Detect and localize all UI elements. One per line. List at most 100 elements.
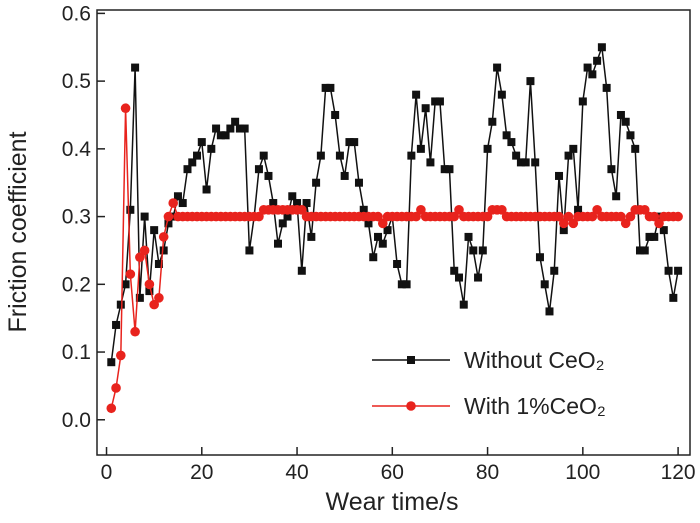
- data-point: [178, 199, 187, 208]
- x-tick-label: 80: [476, 461, 499, 484]
- data-point: [373, 211, 383, 222]
- data-point: [316, 151, 325, 160]
- data-point: [359, 205, 368, 214]
- data-point: [640, 246, 649, 255]
- data-point: [383, 226, 392, 235]
- x-tick-label: 120: [661, 461, 696, 484]
- data-point: [659, 226, 668, 235]
- data-point: [645, 232, 654, 241]
- data-point: [116, 300, 125, 309]
- data-point: [568, 218, 579, 229]
- data-point: [259, 151, 268, 160]
- data-point: [402, 280, 411, 289]
- data-point: [459, 300, 468, 309]
- data-point: [411, 211, 421, 222]
- data-point: [616, 211, 626, 222]
- data-point: [488, 117, 497, 126]
- y-tick-label: 0.3: [62, 206, 91, 229]
- data-point: [207, 144, 216, 153]
- data-point: [150, 226, 159, 235]
- data-point: [497, 90, 506, 99]
- data-point: [464, 232, 473, 241]
- data-point: [445, 165, 454, 174]
- data-point: [154, 259, 163, 268]
- data-point: [221, 131, 230, 140]
- data-point: [231, 117, 240, 126]
- legend-label: Without CeO₂: [464, 347, 605, 373]
- data-point: [569, 144, 578, 153]
- data-point: [564, 151, 573, 160]
- data-point: [631, 144, 640, 153]
- data-point: [587, 211, 598, 222]
- data-point: [168, 198, 179, 208]
- data-point: [426, 158, 435, 167]
- data-point: [126, 205, 135, 214]
- data-point: [664, 266, 673, 275]
- data-point: [559, 226, 568, 235]
- data-point: [112, 320, 121, 329]
- data-point: [621, 117, 630, 126]
- data-point: [483, 144, 492, 153]
- data-point: [454, 273, 463, 282]
- data-point: [254, 211, 264, 222]
- x-tick-label: 60: [381, 461, 404, 484]
- data-point: [377, 218, 388, 229]
- data-point: [273, 239, 282, 248]
- data-point: [164, 219, 173, 228]
- data-point: [144, 279, 155, 290]
- legend-marker: [406, 401, 416, 411]
- data-point: [555, 171, 564, 180]
- x-axis-label: Wear time/s: [326, 488, 459, 516]
- data-point: [397, 280, 406, 289]
- data-point: [602, 83, 611, 92]
- data-point: [535, 253, 544, 262]
- data-point: [345, 138, 354, 147]
- data-point: [378, 239, 387, 248]
- data-point: [616, 110, 625, 119]
- data-point: [163, 211, 174, 222]
- data-point: [597, 43, 606, 52]
- data-point: [502, 131, 511, 140]
- data-point: [145, 287, 154, 296]
- data-point: [574, 205, 583, 214]
- series-line: [110, 47, 679, 363]
- data-point: [340, 171, 349, 180]
- data-point: [592, 205, 602, 215]
- y-tick-label: 0.5: [62, 70, 91, 93]
- data-point: [516, 158, 525, 167]
- data-point: [635, 246, 644, 255]
- data-point: [350, 138, 359, 147]
- data-point: [149, 299, 159, 310]
- data-point: [283, 212, 292, 221]
- data-point: [583, 63, 592, 72]
- y-tick-label: 0.4: [62, 138, 92, 161]
- data-point: [130, 326, 140, 337]
- data-point: [354, 178, 363, 187]
- data-point: [416, 144, 425, 153]
- data-point: [212, 124, 221, 133]
- plot-frame: [96, 9, 691, 456]
- data-point: [435, 97, 444, 106]
- y-tick-label: 0.0: [62, 409, 91, 432]
- data-point: [125, 269, 136, 279]
- data-point: [440, 165, 449, 174]
- data-point: [374, 232, 383, 241]
- data-point: [331, 110, 340, 119]
- y-tick-label: 0.6: [62, 2, 91, 25]
- data-point: [393, 259, 402, 268]
- data-point: [235, 124, 244, 133]
- data-point: [493, 63, 502, 72]
- data-point: [139, 245, 150, 256]
- data-point: [540, 280, 549, 289]
- y-tick-label: 0.2: [62, 273, 91, 296]
- data-point: [326, 83, 335, 92]
- data-point: [454, 205, 464, 215]
- data-point: [269, 199, 278, 208]
- data-point: [469, 246, 478, 255]
- data-point: [407, 151, 416, 160]
- data-point: [335, 151, 344, 160]
- data-point: [531, 158, 540, 167]
- data-point: [135, 293, 144, 302]
- data-point: [607, 165, 616, 174]
